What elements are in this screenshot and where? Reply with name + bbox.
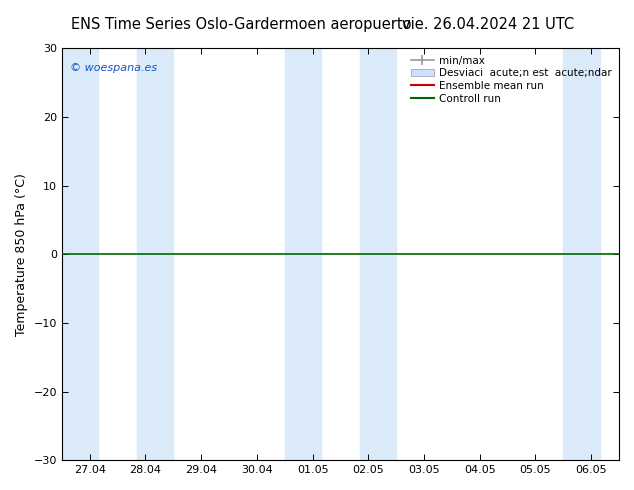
Bar <box>137 49 173 460</box>
Text: vie. 26.04.2024 21 UTC: vie. 26.04.2024 21 UTC <box>402 17 574 32</box>
Bar <box>360 49 396 460</box>
Text: © woespana.es: © woespana.es <box>70 63 157 73</box>
Legend: min/max, Desviaci  acute;n est  acute;ndar, Ensemble mean run, Controll run: min/max, Desviaci acute;n est acute;ndar… <box>409 53 614 105</box>
Bar <box>62 49 98 460</box>
Text: ENS Time Series Oslo-Gardermoen aeropuerto: ENS Time Series Oslo-Gardermoen aeropuer… <box>70 17 411 32</box>
Bar <box>285 49 321 460</box>
Y-axis label: Temperature 850 hPa (°C): Temperature 850 hPa (°C) <box>15 173 28 336</box>
Bar <box>563 49 600 460</box>
